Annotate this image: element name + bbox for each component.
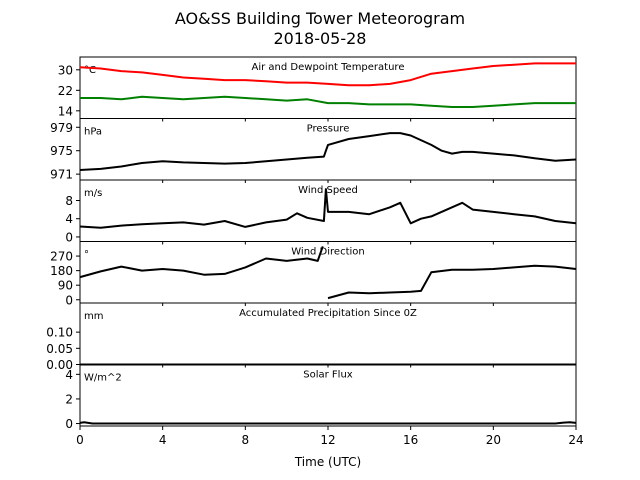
solar-flux-ytick-label: 2 (65, 392, 73, 406)
solar-flux-ytick-label: 0 (65, 417, 73, 431)
xtick-label: 24 (568, 433, 583, 447)
xtick-label: 16 (403, 433, 418, 447)
wind-direction-ytick-label: 180 (50, 264, 73, 278)
pressure-ytick-label: 975 (50, 144, 73, 158)
pressure-panel: 971 975 979 Pressure hPa (50, 118, 577, 183)
wind-direction-series-line-1 (79, 246, 577, 300)
wind-speed-unit-label: m/s (84, 188, 102, 199)
xtick-label: 4 (159, 433, 167, 447)
wind-direction-unit-label: ° (84, 250, 89, 261)
air-and-dewpoint-temperature-panel: 14 22 30 Air and Dewpoint Temperature °C (58, 56, 577, 122)
solar-flux-unit-label: W/m^2 (84, 373, 122, 384)
accumulated-precipitation-since-0z-panel: 0.00 0.05 0.10 Accumulated Precipitation Si… (46, 302, 577, 372)
wind-direction-title: Wind Direction (291, 247, 365, 258)
pressure-unit-label: hPa (84, 127, 102, 138)
wind-speed-ytick-label: 4 (65, 212, 73, 226)
xtick-label: 20 (486, 433, 501, 447)
figure-title: AO&SS Building Tower Meteorogram (175, 9, 465, 28)
wind-speed-title: Wind Speed (298, 185, 358, 196)
pressure-title: Pressure (307, 124, 350, 135)
xtick-label: 0 (76, 433, 84, 447)
wind-direction-ytick-label: 270 (50, 250, 73, 264)
accumulated-precipitation-since-0z-unit-label: mm (84, 311, 103, 322)
wind-direction-ytick-label: 90 (58, 279, 73, 293)
air-and-dewpoint-temperature-ytick-label: 30 (58, 63, 73, 77)
wind-speed-panel: 0 4 8 Wind Speed m/s (65, 179, 577, 245)
accumulated-precipitation-since-0z-title: Accumulated Precipitation Since 0Z (239, 308, 417, 319)
pressure-ytick-label: 971 (50, 168, 73, 182)
accumulated-precipitation-since-0z-ytick-label: 0.05 (46, 342, 73, 356)
figure-subtitle: 2018-05-28 (274, 29, 367, 48)
air-and-dewpoint-temperature-ytick-label: 14 (58, 104, 73, 118)
xtick-label: 8 (242, 433, 250, 447)
air-and-dewpoint-temperature-series-line-2 (80, 95, 576, 108)
air-and-dewpoint-temperature-series-line-1 (79, 62, 576, 87)
air-and-dewpoint-temperature-unit-label: °C (84, 65, 96, 76)
wind-speed-series-line-1 (79, 188, 577, 229)
accumulated-precipitation-since-0z-ytick-label: 0.10 (46, 326, 73, 340)
accumulated-precipitation-since-0z-ytick-label: 0.00 (46, 358, 73, 372)
wind-direction-ytick-label: 0 (65, 293, 73, 307)
solar-flux-ytick-label: 4 (65, 368, 73, 382)
wind-speed-ytick-label: 0 (65, 230, 73, 244)
solar-flux-title: Solar Flux (303, 370, 353, 381)
wind-speed-ytick-label: 8 (65, 194, 73, 208)
air-and-dewpoint-temperature-title: Air and Dewpoint Temperature (252, 62, 405, 73)
pressure-ytick-label: 979 (50, 121, 73, 135)
xtick-label: 12 (320, 433, 335, 447)
solar-flux-series-line-1 (79, 421, 577, 425)
air-and-dewpoint-temperature-ytick-label: 22 (58, 84, 73, 98)
pressure-series-line-1 (79, 132, 577, 171)
x-axis-label: Time (UTC) (294, 455, 361, 469)
